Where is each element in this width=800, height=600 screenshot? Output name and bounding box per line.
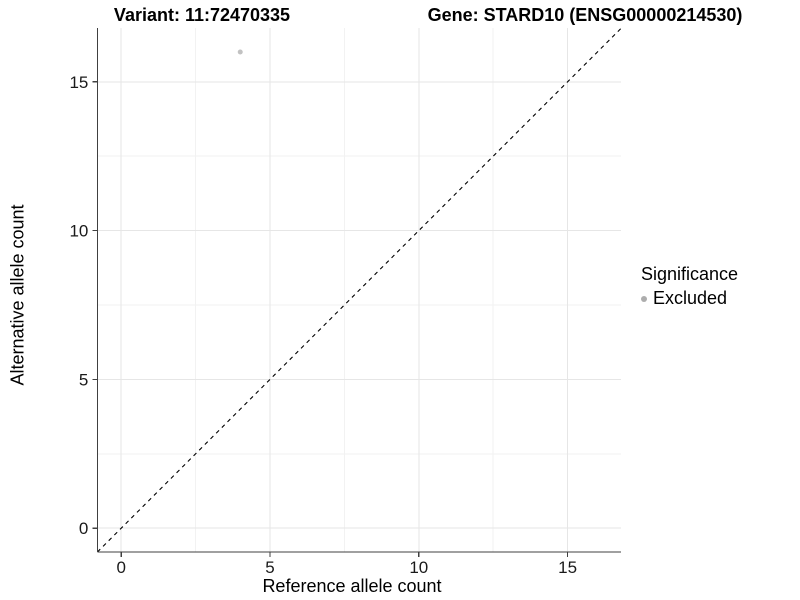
legend: Significance Excluded — [641, 264, 738, 309]
x-axis-title: Reference allele count — [262, 576, 442, 596]
y-axis-title: Alternative allele count — [7, 204, 28, 386]
legend-title: Significance — [641, 264, 739, 284]
x-tick-label: 15 — [558, 558, 577, 577]
legend-entry: Excluded — [641, 288, 738, 309]
y-tick-label: 0 — [79, 519, 88, 538]
gene-title: Gene: STARD10 (ENSG00000214530) — [427, 5, 743, 25]
y-tick-label: 15 — [69, 73, 88, 92]
y-tick-label: 5 — [79, 370, 88, 389]
x-tick-label: 10 — [409, 558, 428, 577]
legend-entry-label: Excluded — [653, 288, 728, 308]
y-tick-label: 10 — [69, 222, 88, 241]
x-tick-label: 5 — [265, 558, 274, 577]
variant-title: Variant: 11:72470335 — [113, 5, 291, 25]
data-point-excluded — [237, 49, 243, 55]
legend-key-dot-icon — [641, 295, 647, 302]
x-tick-label: 0 — [116, 558, 125, 577]
